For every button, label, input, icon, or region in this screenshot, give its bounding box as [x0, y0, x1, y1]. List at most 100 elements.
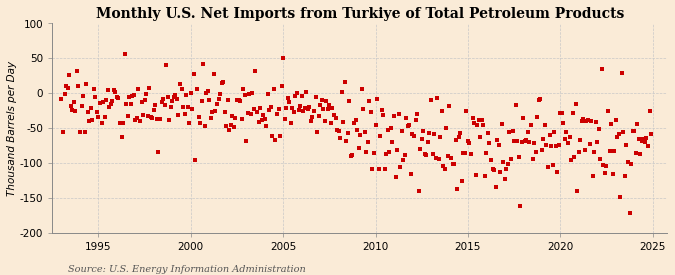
Point: [68, 100, 79, 104]
Point: [319, 119, 330, 123]
Point: [509, 139, 520, 144]
Point: [236, 117, 247, 122]
Point: [376, 108, 387, 112]
Point: [550, 144, 561, 148]
Point: [558, 121, 569, 125]
Point: [347, 153, 358, 157]
Point: [572, 189, 583, 193]
Point: [635, 152, 646, 156]
Point: [153, 150, 164, 154]
Point: [526, 123, 537, 128]
Point: [560, 137, 570, 141]
Point: [87, 117, 98, 122]
Point: [229, 125, 240, 129]
Point: [612, 135, 622, 140]
Point: [610, 118, 621, 122]
Point: [450, 138, 461, 143]
Point: [489, 168, 500, 172]
Point: [443, 154, 454, 158]
Point: [318, 107, 329, 111]
Point: [225, 123, 236, 127]
Point: [537, 148, 547, 152]
Point: [93, 115, 104, 119]
Point: [155, 117, 165, 121]
Point: [90, 95, 101, 99]
Point: [150, 102, 161, 107]
Point: [578, 117, 589, 122]
Point: [383, 128, 394, 133]
Point: [121, 101, 132, 106]
Point: [115, 121, 126, 125]
Point: [278, 56, 289, 60]
Point: [85, 106, 96, 111]
Point: [105, 101, 116, 106]
Point: [98, 100, 109, 104]
Point: [435, 135, 446, 139]
Point: [302, 107, 313, 111]
Point: [242, 111, 253, 116]
Point: [556, 111, 567, 115]
Point: [575, 138, 586, 142]
Point: [464, 141, 475, 145]
Point: [307, 115, 318, 120]
Point: [605, 122, 616, 127]
Point: [591, 119, 601, 124]
Point: [186, 91, 196, 95]
Point: [144, 86, 155, 90]
Point: [406, 172, 416, 176]
Point: [378, 113, 389, 117]
Point: [522, 130, 533, 134]
Point: [148, 108, 159, 112]
Point: [59, 92, 70, 96]
Point: [286, 121, 296, 125]
Point: [543, 164, 554, 169]
Point: [384, 150, 395, 154]
Point: [441, 126, 452, 130]
Point: [238, 87, 248, 91]
Point: [329, 113, 340, 118]
Point: [394, 112, 404, 116]
Point: [213, 97, 224, 102]
Point: [169, 94, 180, 99]
Point: [379, 167, 390, 172]
Point: [410, 117, 421, 122]
Point: [308, 108, 319, 113]
Point: [562, 141, 573, 145]
Point: [259, 117, 270, 122]
Point: [230, 116, 241, 121]
Point: [589, 150, 599, 155]
Point: [395, 165, 406, 170]
Point: [122, 114, 133, 119]
Point: [317, 98, 327, 102]
Point: [412, 112, 423, 116]
Point: [424, 131, 435, 135]
Point: [298, 109, 308, 113]
Point: [344, 99, 355, 104]
Point: [618, 129, 629, 134]
Point: [338, 120, 348, 124]
Point: [500, 176, 510, 181]
Point: [156, 100, 167, 104]
Point: [340, 80, 350, 84]
Point: [96, 121, 107, 126]
Point: [184, 121, 194, 126]
Point: [65, 103, 76, 108]
Point: [252, 110, 263, 114]
Point: [79, 129, 90, 134]
Point: [515, 204, 526, 208]
Point: [621, 143, 632, 147]
Point: [402, 124, 413, 128]
Point: [109, 88, 119, 93]
Point: [82, 109, 93, 114]
Point: [646, 132, 657, 136]
Point: [507, 128, 518, 133]
Point: [176, 87, 187, 91]
Point: [133, 87, 144, 91]
Point: [62, 86, 73, 90]
Point: [516, 140, 527, 144]
Point: [529, 141, 539, 145]
Point: [84, 119, 95, 123]
Y-axis label: Thousand Barrels per Day: Thousand Barrels per Day: [7, 60, 17, 196]
Point: [518, 116, 529, 120]
Point: [207, 109, 218, 114]
